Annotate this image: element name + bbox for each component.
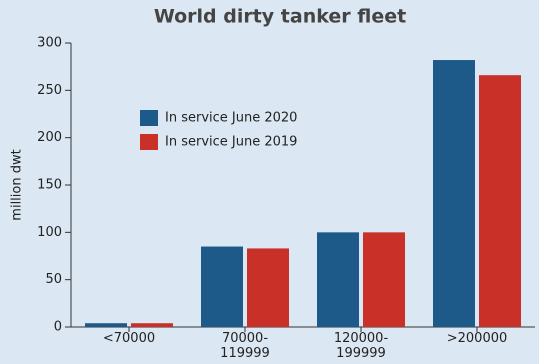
y-tick-label: 250 bbox=[37, 83, 62, 98]
bar bbox=[433, 60, 475, 327]
y-tick-label: 0 bbox=[54, 320, 62, 335]
legend-label: In service June 2019 bbox=[165, 135, 297, 150]
bar bbox=[317, 232, 359, 327]
y-tick-label: 200 bbox=[37, 130, 62, 145]
bar bbox=[201, 246, 243, 327]
legend-swatch bbox=[140, 134, 158, 150]
bar bbox=[479, 75, 521, 327]
y-tick-label: 100 bbox=[37, 225, 62, 240]
y-tick-label: 50 bbox=[45, 272, 62, 287]
x-tick-label: 70000-119999 bbox=[220, 331, 270, 361]
bar bbox=[247, 248, 289, 327]
x-tick-label: 120000-199999 bbox=[333, 331, 389, 361]
y-tick-label: 300 bbox=[37, 36, 62, 51]
y-axis-label: million dwt bbox=[10, 149, 25, 220]
x-tick-label: >200000 bbox=[446, 331, 508, 346]
bar bbox=[85, 323, 127, 327]
x-tick-label: <70000 bbox=[102, 331, 156, 346]
bar bbox=[131, 323, 173, 327]
legend-label: In service June 2020 bbox=[165, 111, 297, 126]
y-tick-label: 150 bbox=[37, 178, 62, 193]
chart-title: World dirty tanker fleet bbox=[154, 6, 406, 28]
legend-swatch bbox=[140, 110, 158, 126]
bar bbox=[363, 232, 405, 327]
